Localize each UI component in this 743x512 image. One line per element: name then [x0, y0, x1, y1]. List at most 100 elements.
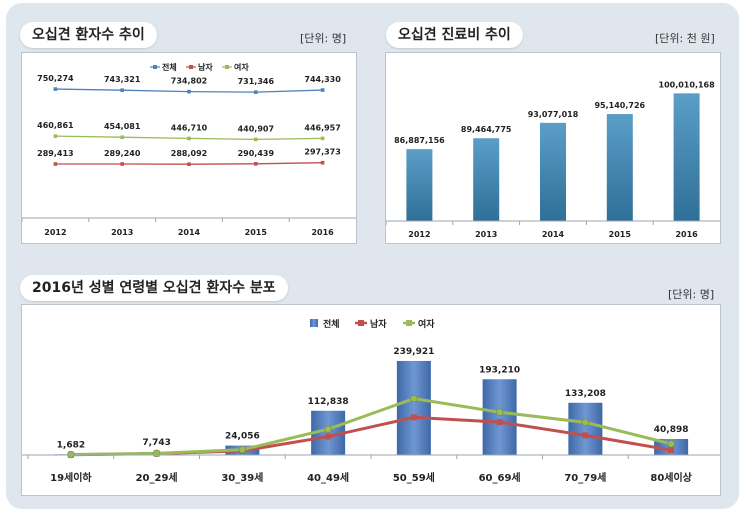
- chart2-data-label: 89,464,775: [461, 125, 512, 134]
- chart3-data-label: 193,210: [479, 365, 520, 375]
- chart2-x-label: 2012: [408, 230, 430, 239]
- chart1-x-label: 2013: [111, 228, 133, 237]
- chart3-point: [496, 419, 503, 426]
- chart1-point: [187, 89, 191, 94]
- chart2-panel: 86,887,156 89,464,775 93,077,018 95,140,726…: [385, 52, 721, 244]
- chart1-point: [53, 87, 58, 91]
- chart2-data-label: 100,010,168: [659, 80, 716, 89]
- chart1-legend-label: 남자: [198, 62, 213, 72]
- chart3-point: [582, 432, 589, 439]
- chart2-x-label: 2015: [609, 230, 632, 239]
- chart1-x-label: 2014: [178, 228, 201, 237]
- chart3-point: [410, 414, 417, 421]
- chart3-bar: [396, 360, 431, 455]
- chart3-legend-label: 여자: [418, 318, 435, 330]
- chart3-bar: [568, 402, 603, 455]
- chart1-data-label: 440,907: [238, 124, 274, 133]
- chart3-x-label: 30_39세: [221, 471, 263, 484]
- chart3-series-line: [70, 397, 672, 457]
- chart2-unit: [단위: 천 원]: [655, 32, 715, 45]
- chart2-data-label: 93,077,018: [528, 110, 579, 119]
- chart1-data-label: 744,330: [304, 75, 341, 84]
- chart3-point: [668, 447, 675, 454]
- chart3-point: [667, 440, 675, 448]
- chart3-x-label: 19세이하: [50, 471, 92, 484]
- chart1-data-label: 454,081: [104, 122, 141, 131]
- chart3-legend-label: 전체: [323, 318, 340, 330]
- chart1-point: [320, 136, 325, 141]
- chart2-bar: [606, 114, 633, 221]
- chart3-data-label: 112,838: [308, 397, 349, 407]
- chart1-legend-marker: [153, 65, 157, 69]
- chart1-data-label: 289,413: [37, 149, 73, 158]
- chart2-bar: [473, 138, 500, 221]
- chart1-x-label: 2016: [311, 228, 334, 237]
- chart1-data-label: 288,092: [171, 149, 207, 158]
- chart1-title: 오십견 환자수 추이: [20, 22, 157, 48]
- chart1-legend-marker: [189, 65, 193, 69]
- chart3-data-label: 239,921: [393, 347, 434, 357]
- chart1-data-label: 734,802: [171, 77, 207, 86]
- chart1-point: [320, 160, 325, 165]
- chart3-point: [581, 418, 590, 427]
- chart1-data-label: 446,710: [171, 123, 208, 132]
- chart1-svg: 2012 2013 2014 2015 2016 전체 남자 여자 750,274 743,321…: [21, 62, 356, 237]
- chart2-svg: 86,887,156 89,464,775 93,077,018 95,140,726…: [385, 80, 720, 239]
- chart1-panel: 2012 2013 2014 2015 2016 전체 남자 여자 750,274 743,321…: [21, 52, 357, 244]
- chart1-legend-label: 여자: [234, 62, 249, 72]
- chart1-data-label: 297,373: [304, 148, 340, 157]
- chart3-point: [410, 394, 418, 403]
- chart1-data-label: 460,861: [37, 121, 74, 130]
- chart1-point: [254, 162, 258, 166]
- chart1-point: [320, 88, 325, 92]
- chart1-x-label: 2012: [44, 228, 66, 237]
- chart1-point: [187, 136, 191, 141]
- chart1-point: [254, 137, 258, 142]
- chart1-legend-marker: [225, 65, 229, 69]
- chart1-x-label: 2015: [245, 228, 268, 237]
- chart3-data-label: 24,056: [225, 432, 260, 442]
- chart3-unit: [단위: 명]: [668, 288, 715, 301]
- chart1-point: [254, 90, 258, 94]
- chart3-legend-marker: [406, 320, 412, 326]
- chart1-data-label: 731,346: [238, 77, 275, 86]
- chart1-point: [53, 162, 58, 166]
- chart2-x-label: 2013: [475, 230, 497, 239]
- chart2-x-label: 2016: [675, 230, 698, 239]
- chart3-data-label: 7,743: [142, 438, 170, 448]
- chart3-data-label: 1,682: [57, 440, 85, 450]
- chart1-point: [53, 134, 58, 138]
- chart3-data-label: 40,898: [654, 425, 689, 435]
- chart2-title: 오십견 진료비 추이: [386, 22, 523, 48]
- chart1-data-label: 290,439: [238, 149, 275, 158]
- chart3-x-label: 60_69세: [479, 471, 521, 484]
- chart1-data-label: 743,321: [104, 75, 141, 84]
- chart1-data-label: 750,274: [37, 74, 74, 83]
- chart2-bar: [540, 122, 566, 221]
- chart3-x-label: 70_79세: [564, 471, 606, 484]
- chart3-panel: 전체 남자 여자 1,682 7,743 24,056 112,838 239,921 193,…: [21, 304, 721, 496]
- chart1-point: [120, 162, 124, 166]
- chart3-x-label: 50_59세: [393, 471, 435, 484]
- chart3-legend-swatch: [310, 319, 318, 327]
- chart1-data-label: 446,957: [304, 123, 340, 132]
- chart2-bar: [406, 149, 433, 221]
- chart2-x-label: 2014: [542, 230, 565, 239]
- chart1-point: [120, 135, 124, 140]
- chart3-legend-marker: [358, 320, 364, 326]
- chart3-bar: [482, 379, 517, 455]
- chart1-data-label: 289,240: [104, 149, 141, 158]
- chart3-point: [495, 408, 504, 416]
- chart3-title: 2016년 성별 연령별 오십견 환자수 분포: [20, 275, 288, 301]
- chart3-legend-label: 남자: [370, 318, 387, 330]
- chart3-x-label: 40_49세: [307, 471, 349, 484]
- chart1-unit: [단위: 명]: [300, 32, 347, 45]
- chart3-x-label: 80세이상: [650, 471, 692, 484]
- chart1-legend-label: 전체: [162, 62, 177, 72]
- chart3-point: [325, 433, 332, 440]
- chart3-point: [324, 425, 332, 433]
- chart1-point: [120, 88, 124, 93]
- chart3-svg: 전체 남자 여자 1,682 7,743 24,056 112,838 239,921 193,…: [22, 318, 720, 484]
- chart3-x-label: 20_29세: [136, 471, 178, 484]
- chart3-data-label: 133,208: [565, 389, 606, 399]
